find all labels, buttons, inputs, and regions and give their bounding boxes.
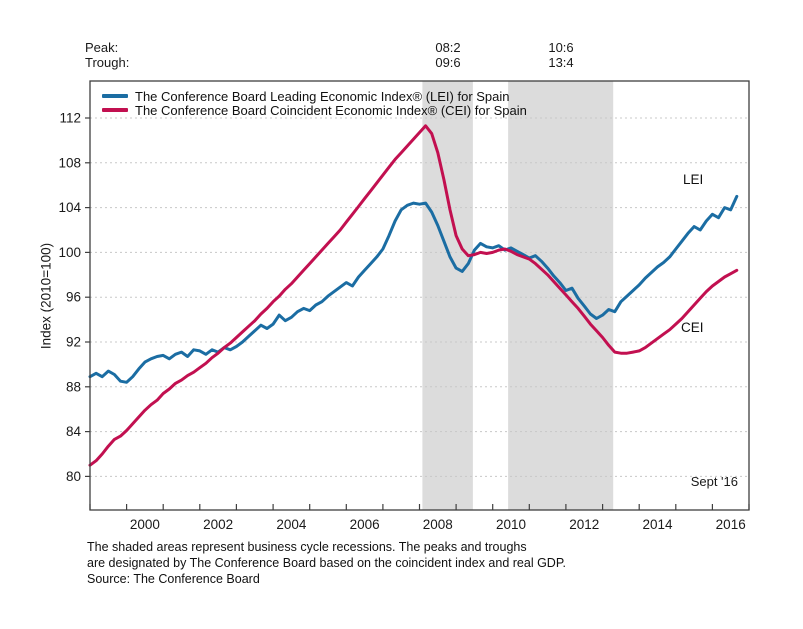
recession2-marker: 10:6 13:4 — [521, 40, 601, 70]
cei-line — [88, 124, 739, 467]
recession2-trough-date: 13:4 — [548, 55, 574, 70]
y-tick-label: 96 — [66, 290, 81, 305]
y-tick-label: 104 — [58, 200, 81, 215]
recession-band — [508, 81, 614, 510]
x-tick-label: 2008 — [423, 517, 453, 532]
recession1-trough-date: 09:6 — [435, 55, 461, 70]
legend-label-lei: The Conference Board Leading Economic In… — [135, 88, 510, 104]
x-tick-label: 2010 — [496, 517, 526, 532]
peak-trough-header: Peak: Trough: — [85, 40, 129, 70]
y-axis-title: Index (2010=100) — [38, 242, 54, 350]
legend-item-cei: The Conference Board Coincident Economic… — [102, 102, 527, 118]
y-tick-label: 88 — [66, 379, 81, 394]
latest-data-label: Sept '16 — [690, 474, 738, 489]
footnote-line-1: The shaded areas represent business cycl… — [87, 540, 527, 554]
x-tick-label: 2002 — [203, 517, 233, 532]
y-tick-label: 108 — [58, 155, 81, 170]
legend: The Conference Board Leading Economic In… — [102, 88, 527, 118]
recession2-peak-date: 10:6 — [548, 40, 574, 55]
trough-label: Trough: — [85, 55, 130, 70]
legend-label-cei: The Conference Board Coincident Economic… — [135, 102, 527, 118]
x-tick-label: 2012 — [569, 517, 599, 532]
recession1-marker: 08:2 09:6 — [408, 40, 488, 70]
y-tick-label: 84 — [66, 424, 82, 439]
y-tick-label: 92 — [66, 335, 81, 350]
x-tick-label: 2014 — [642, 517, 673, 532]
peak-label: Peak: — [85, 40, 119, 55]
x-tick-label: 2000 — [130, 517, 160, 532]
x-tick-label: 2016 — [716, 517, 746, 532]
cei-line-swatch-icon — [102, 108, 128, 112]
x-tick-label: 2004 — [276, 517, 307, 532]
footnote-line-3: Source: The Conference Board — [87, 572, 260, 586]
recession-band — [422, 81, 473, 510]
y-tick-label: 112 — [59, 111, 81, 126]
cei-series-label: CEI — [681, 320, 704, 335]
lei-line-swatch-icon — [102, 94, 128, 98]
lei-series-label: LEI — [683, 172, 704, 187]
footnote-line-2: are designated by The Conference Board b… — [87, 556, 567, 570]
legend-item-lei: The Conference Board Leading Economic In… — [102, 88, 527, 104]
plot-frame — [89, 80, 750, 511]
footnote: The shaded areas represent business cycl… — [87, 539, 566, 587]
x-tick-label: 2006 — [350, 517, 380, 532]
y-tick-label: 80 — [66, 469, 81, 484]
lei-line — [88, 194, 739, 384]
y-tick-label: 100 — [58, 245, 81, 260]
recession1-peak-date: 08:2 — [435, 40, 461, 55]
